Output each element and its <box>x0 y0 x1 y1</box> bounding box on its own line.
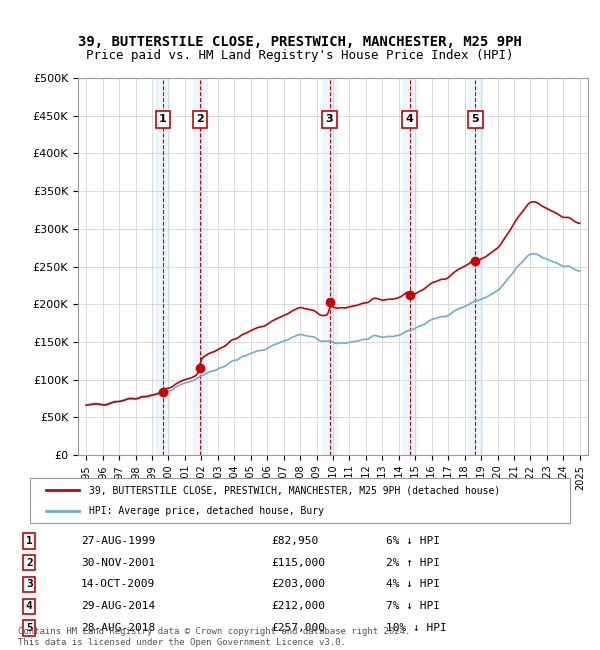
Text: £203,000: £203,000 <box>271 579 325 590</box>
Text: £115,000: £115,000 <box>271 558 325 567</box>
Text: 2: 2 <box>26 558 32 567</box>
Bar <box>193 78 206 455</box>
Text: 39, BUTTERSTILE CLOSE, PRESTWICH, MANCHESTER, M25 9PH (detached house): 39, BUTTERSTILE CLOSE, PRESTWICH, MANCHE… <box>89 486 500 495</box>
Text: £257,000: £257,000 <box>271 623 325 633</box>
Text: 4: 4 <box>26 601 32 612</box>
Text: 5: 5 <box>26 623 32 633</box>
Text: 3: 3 <box>26 579 32 590</box>
FancyBboxPatch shape <box>30 478 570 523</box>
Text: £82,950: £82,950 <box>271 536 319 546</box>
Bar <box>156 78 169 455</box>
Text: 29-AUG-2014: 29-AUG-2014 <box>81 601 155 612</box>
Text: 4% ↓ HPI: 4% ↓ HPI <box>386 579 440 590</box>
Text: 27-AUG-1999: 27-AUG-1999 <box>81 536 155 546</box>
Text: HPI: Average price, detached house, Bury: HPI: Average price, detached house, Bury <box>89 506 325 515</box>
Text: 3: 3 <box>326 114 334 124</box>
Text: 6% ↓ HPI: 6% ↓ HPI <box>386 536 440 546</box>
Text: 14-OCT-2009: 14-OCT-2009 <box>81 579 155 590</box>
Text: 1: 1 <box>26 536 32 546</box>
Text: Price paid vs. HM Land Registry's House Price Index (HPI): Price paid vs. HM Land Registry's House … <box>86 49 514 62</box>
Text: Contains HM Land Registry data © Crown copyright and database right 2024.
This d: Contains HM Land Registry data © Crown c… <box>18 627 410 647</box>
Text: 2% ↑ HPI: 2% ↑ HPI <box>386 558 440 567</box>
Text: 30-NOV-2001: 30-NOV-2001 <box>81 558 155 567</box>
Text: 28-AUG-2018: 28-AUG-2018 <box>81 623 155 633</box>
Text: 39, BUTTERSTILE CLOSE, PRESTWICH, MANCHESTER, M25 9PH: 39, BUTTERSTILE CLOSE, PRESTWICH, MANCHE… <box>78 35 522 49</box>
Text: 5: 5 <box>472 114 479 124</box>
Text: £212,000: £212,000 <box>271 601 325 612</box>
Bar <box>403 78 416 455</box>
Text: 1: 1 <box>159 114 167 124</box>
Bar <box>469 78 482 455</box>
Text: 2: 2 <box>196 114 204 124</box>
Text: 10% ↓ HPI: 10% ↓ HPI <box>386 623 447 633</box>
Text: 4: 4 <box>406 114 413 124</box>
Text: 7% ↓ HPI: 7% ↓ HPI <box>386 601 440 612</box>
Bar <box>323 78 336 455</box>
